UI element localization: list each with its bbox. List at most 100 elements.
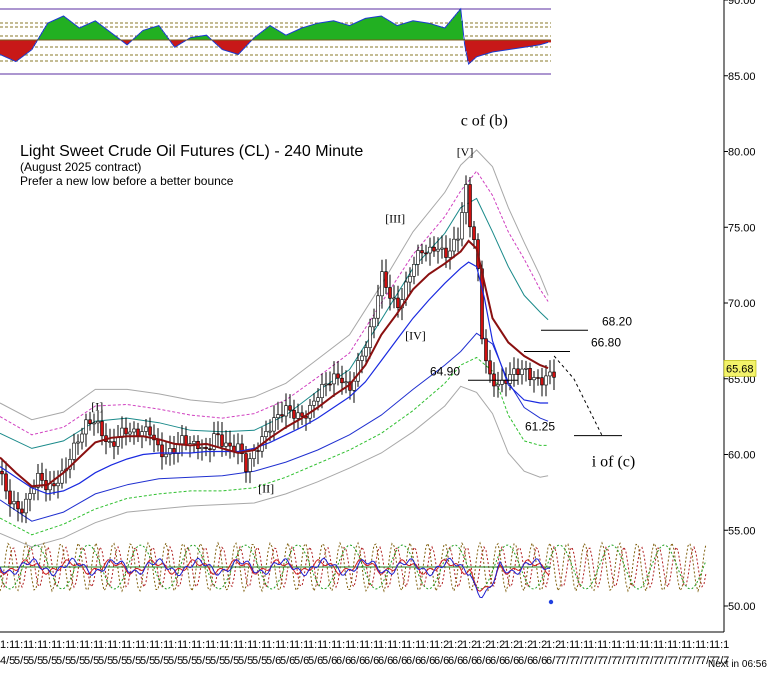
- candle-up: [448, 250, 452, 258]
- time-axis: 1:1 4/5 1:1 5/5 1:1 5/5 1:1 5/5 1:1 5/5 1:1 5/5 1:1 5…: [0, 631, 729, 667]
- candle-down: [444, 247, 448, 258]
- candle-up: [248, 458, 252, 472]
- moving-average-fast: [0, 239, 549, 488]
- time-tick-top: 1:1: [378, 639, 393, 651]
- top-oscillator-panel: [0, 7, 551, 75]
- time-tick-month: 6/6: [336, 655, 351, 667]
- candle-down: [0, 470, 4, 475]
- time-tick-top: 1:1: [336, 639, 351, 651]
- candle-down: [220, 434, 224, 447]
- candle-up: [72, 442, 76, 460]
- candle-down: [424, 252, 428, 255]
- candle-up: [352, 380, 356, 391]
- time-tick-month: 7/7: [574, 655, 589, 667]
- time-tick-top: 1:1: [98, 639, 113, 651]
- time-tick-top: 1:2: [504, 639, 519, 651]
- candle-up: [344, 381, 348, 384]
- candle-down: [280, 414, 284, 417]
- candle-up: [24, 498, 28, 514]
- candle-down: [208, 448, 212, 451]
- time-tick-top: 1:1: [126, 639, 141, 651]
- candle-up: [180, 435, 184, 445]
- candle-up: [368, 326, 372, 348]
- time-tick-month: 5/5: [84, 655, 99, 667]
- time-tick-top: 1:1: [420, 639, 435, 651]
- candle-up: [164, 453, 168, 458]
- time-tick-month: 5/5: [140, 655, 155, 667]
- time-tick-top: 1:1: [406, 639, 421, 651]
- time-tick-month: 7/7: [714, 655, 729, 667]
- candle-up: [128, 431, 132, 435]
- time-tick-month: 5/6: [266, 655, 281, 667]
- time-tick-month: 6/6: [476, 655, 491, 667]
- candle-down: [112, 441, 116, 447]
- time-tick-month: 5/5: [210, 655, 225, 667]
- time-tick-top: 1:2: [490, 639, 505, 651]
- time-tick-top: 1:1: [182, 639, 197, 651]
- candle-up: [284, 405, 288, 417]
- candle-up: [364, 347, 368, 357]
- candle-up: [500, 379, 504, 385]
- candle-up: [412, 263, 416, 277]
- chart-title-block: Light Sweet Crude Oil Futures (CL) - 240…: [20, 143, 363, 189]
- candle-down: [52, 483, 56, 487]
- candle-up: [452, 238, 456, 252]
- time-tick-top: 1:1: [658, 639, 673, 651]
- candle-up: [132, 428, 136, 433]
- price-levels: 68.20 66.80 64.90 61.25: [430, 314, 632, 437]
- time-tick-top: 1:1: [392, 639, 407, 651]
- wave-label: c of (b): [461, 113, 508, 130]
- time-tick-month: 7/7: [602, 655, 617, 667]
- time-tick-top: 1:1: [574, 639, 589, 651]
- candle-up: [32, 487, 36, 494]
- candle-down: [136, 428, 140, 437]
- time-tick-month: 5/5: [238, 655, 253, 667]
- candle-up: [92, 422, 96, 425]
- time-tick-top: 1:1: [84, 639, 99, 651]
- price-tick-label: 55.00: [728, 525, 756, 537]
- candle-down: [16, 501, 20, 510]
- candle-up: [12, 501, 16, 505]
- time-tick-month: 6/6: [378, 655, 393, 667]
- time-tick-month: 6/6: [532, 655, 547, 667]
- chart-title: Light Sweet Crude Oil Futures (CL) - 240…: [20, 143, 364, 160]
- candle-up: [76, 441, 80, 444]
- time-tick-month: 7/7: [686, 655, 701, 667]
- time-tick-top: 1:2: [448, 639, 463, 651]
- time-tick-month: 6/6: [406, 655, 421, 667]
- time-tick-top: 1:1: [616, 639, 631, 651]
- level-label: 66.80: [591, 336, 621, 350]
- time-tick-top: 1:1: [168, 639, 183, 651]
- candle-up: [372, 317, 376, 328]
- time-tick-top: 1:1: [224, 639, 239, 651]
- candle-up: [60, 470, 64, 484]
- wave-label: [IV]: [405, 328, 426, 342]
- candle-down: [472, 226, 476, 241]
- candle-down: [184, 435, 188, 446]
- candle-down: [40, 472, 44, 481]
- time-tick-top: 1:2: [518, 639, 533, 651]
- time-tick-top: 1:1: [280, 639, 295, 651]
- candle-down: [552, 371, 556, 378]
- candle-up: [508, 374, 512, 384]
- time-tick-top: 1:2: [434, 639, 449, 651]
- time-tick-top: 1:1: [154, 639, 169, 651]
- time-tick-top: 1:1: [70, 639, 85, 651]
- bar-countdown: Next in 06:56: [708, 659, 767, 670]
- candle-down: [336, 373, 340, 379]
- time-tick-month: 5/5: [154, 655, 169, 667]
- top-osc-line: [0, 7, 549, 65]
- candle-up: [144, 426, 148, 432]
- candle-down: [204, 446, 208, 449]
- band-outer-upper: [0, 149, 549, 421]
- time-tick-month: 5/5: [28, 655, 43, 667]
- candle-down: [156, 439, 160, 446]
- time-tick-top: 1:1: [210, 639, 225, 651]
- time-tick-top: 1:1: [294, 639, 309, 651]
- price-tick-label: 80.00: [728, 147, 756, 159]
- candle-up: [428, 246, 432, 254]
- cycle-marker: [548, 599, 554, 605]
- chart-note: Prefer a new low before a better bounce: [20, 174, 234, 189]
- candle-up: [168, 448, 172, 455]
